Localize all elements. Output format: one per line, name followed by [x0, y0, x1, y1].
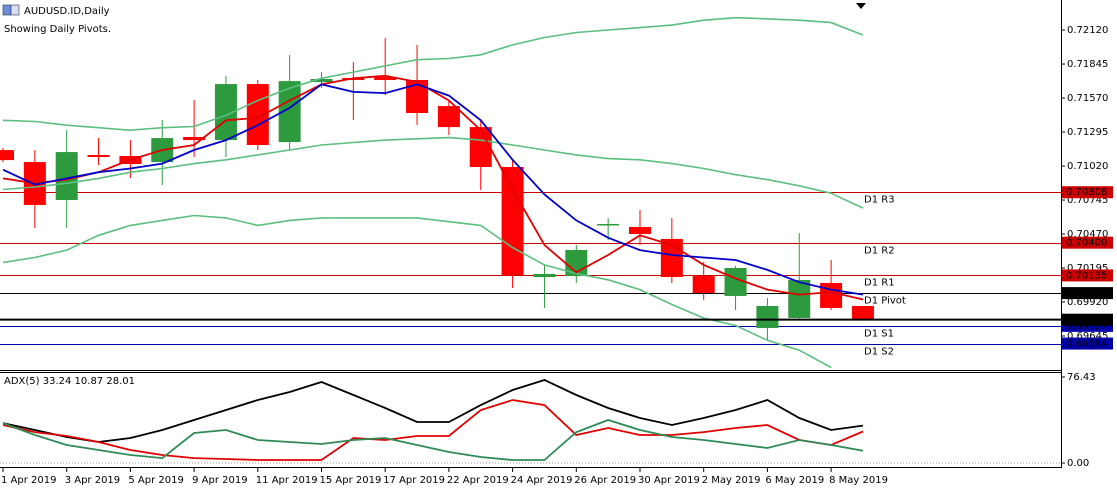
symbol-icon	[2, 4, 20, 16]
candle-body	[724, 268, 747, 296]
candle-body	[87, 155, 110, 157]
candle-body	[469, 127, 492, 168]
x-tick-label: 3 Apr 2019	[65, 475, 120, 486]
price-label: 0.70400	[1066, 238, 1107, 249]
chart-title: AUDUSD.ID,Daily	[24, 6, 110, 17]
indicator-line	[2, 379, 864, 443]
price-label-box	[1062, 337, 1113, 350]
candle-body	[501, 167, 524, 276]
candle-body	[756, 305, 779, 328]
x-tick-label: 30 Apr 2019	[638, 475, 700, 486]
pivot-name: D1 S1	[864, 329, 894, 340]
x-tick-label: 22 Apr 2019	[447, 475, 509, 486]
candle-body	[597, 224, 620, 226]
indicator-line	[2, 136, 864, 209]
price-label-box	[1062, 287, 1113, 300]
pivot-name: D1 R3	[864, 195, 895, 206]
y-tick-label: 0.71295	[1067, 127, 1108, 138]
y-tick-label: 0.71845	[1067, 59, 1108, 70]
candle-body	[820, 282, 843, 308]
price-label-box	[1062, 236, 1113, 249]
price-label-box	[1062, 313, 1113, 326]
candle-body	[246, 84, 269, 146]
candle-body	[692, 276, 715, 293]
price-label: 0.69777	[1066, 315, 1107, 326]
price-label: 0.69584	[1066, 339, 1107, 350]
x-tick-label: 9 Apr 2019	[192, 475, 247, 486]
candle-body	[851, 305, 874, 320]
candle-body	[0, 150, 14, 161]
y-tick-label: 0.00	[1067, 458, 1089, 469]
candle-body	[533, 273, 556, 278]
y-tick-label: 0.72120	[1067, 25, 1108, 36]
x-tick-label: 26 Apr 2019	[574, 475, 636, 486]
indicators	[2, 16, 864, 369]
x-tick-label: 24 Apr 2019	[511, 475, 573, 486]
pivot-name: D1 S2	[864, 347, 894, 358]
y-tick-label: 0.70195	[1067, 263, 1108, 274]
candle-body	[278, 81, 301, 143]
price-label-box	[1062, 269, 1113, 282]
candle-body	[788, 280, 811, 318]
candle-body	[310, 78, 333, 83]
pivot-name: D1 R2	[864, 246, 895, 257]
pivot-name: D1 Pivot	[864, 296, 906, 307]
x-tick-label: 2 May 2019	[702, 475, 761, 486]
shift-marker	[856, 3, 866, 9]
x-tick-label: 6 May 2019	[765, 475, 824, 486]
indicator-line	[2, 399, 864, 461]
price-label-box	[1062, 186, 1113, 199]
y-tick-label: 0.70745	[1067, 195, 1108, 206]
y-tick-label: 0.71570	[1067, 93, 1108, 104]
candle-body	[437, 106, 460, 128]
indicator-line	[2, 16, 864, 132]
candle-body	[55, 152, 78, 201]
candle-body	[183, 136, 206, 141]
price-label: 0.70808	[1066, 187, 1107, 198]
y-tick-label: 76.43	[1067, 372, 1096, 383]
x-tick-label: 8 May 2019	[829, 475, 888, 486]
main-plot	[0, 38, 1061, 345]
indicator-line	[2, 74, 864, 301]
y-tick-label: 0.69645	[1067, 331, 1108, 342]
indicator-line	[2, 214, 832, 369]
y-tick-label: 0.71020	[1067, 161, 1108, 172]
chart-subtitle: Showing Daily Pivots.	[4, 24, 111, 35]
price-label: 0.69727	[1066, 321, 1107, 332]
x-tick-label: 11 Apr 2019	[256, 475, 318, 486]
x-tick-label: 5 Apr 2019	[128, 475, 183, 486]
candle-body	[629, 226, 651, 235]
indicator-line	[2, 419, 864, 461]
x-tick-label: 15 Apr 2019	[320, 475, 382, 486]
indicator-title: ADX(5) 33.24 10.87 28.01	[4, 376, 135, 387]
y-tick-label: 0.70470	[1067, 229, 1108, 240]
candle-body	[214, 84, 237, 141]
indicator-line	[2, 83, 864, 296]
x-tick-label: 1 Apr 2019	[1, 475, 56, 486]
candle-body	[374, 77, 397, 80]
x-tick-label: 17 Apr 2019	[383, 475, 445, 486]
pivot-name: D1 R1	[864, 278, 895, 289]
price-label: 0.70135	[1066, 270, 1107, 281]
candle-body	[406, 79, 429, 113]
price-label: 0.69992	[1066, 288, 1107, 299]
y-tick-label: 0.69920	[1067, 297, 1108, 308]
